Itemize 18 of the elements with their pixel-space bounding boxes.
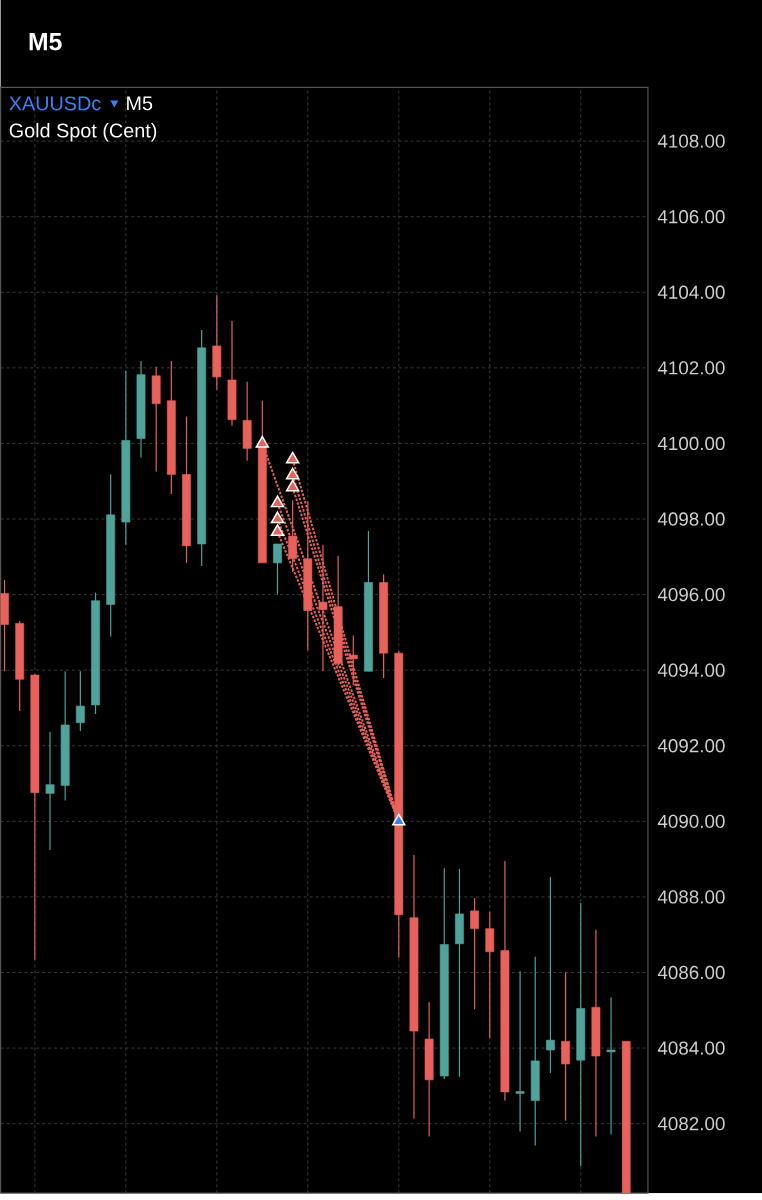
y-tick-label: 4084.00 (657, 1041, 725, 1055)
y-tick-label: 4098.00 (657, 512, 725, 526)
y-tick-label: 4106.00 (657, 210, 725, 224)
y-tick-label: 4102.00 (657, 361, 725, 375)
y-tick-label: 4090.00 (657, 814, 725, 829)
y-tick-label: 4082.00 (657, 1117, 725, 1131)
y-tick-label: 4104.00 (657, 285, 725, 299)
text: M5 (29, 33, 62, 51)
annotation: M5 (126, 96, 153, 111)
y-tick-label: 4100.00 (657, 436, 725, 451)
y-tick-label: 4092.00 (657, 739, 725, 753)
y-tick-label: 4096.00 (657, 587, 725, 602)
y-tick-label: 4094.00 (657, 663, 725, 677)
chart-title: XAUUSDc (9, 96, 101, 111)
y-tick-label: 4088.00 (657, 890, 725, 904)
y-tick-label: 4086.00 (657, 965, 725, 980)
y-tick-label: 4108.00 (657, 134, 725, 148)
text: Gold Spot (Cent) (9, 123, 157, 142)
